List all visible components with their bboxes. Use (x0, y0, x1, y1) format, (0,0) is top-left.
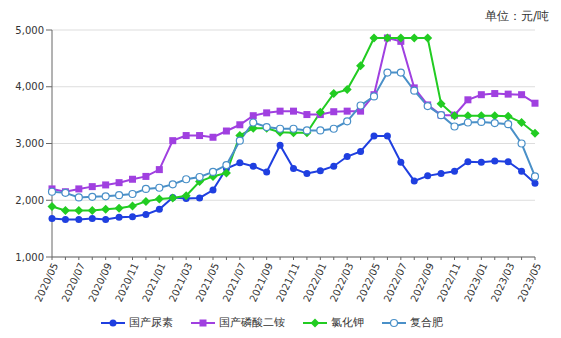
svg-text:2020/07: 2020/07 (60, 261, 88, 303)
svg-text:2021/07: 2021/07 (221, 261, 249, 303)
svg-text:2022/05: 2022/05 (355, 261, 383, 303)
svg-text:2023/03: 2023/03 (489, 261, 517, 303)
html-text:国产尿素: 国产尿素 (128, 316, 173, 329)
svg-text:5,000: 5,000 (15, 25, 44, 36)
html-text:氯化钾: 氯化钾 (330, 316, 364, 329)
html-text:单位：元/吨: 单位：元/吨 (485, 9, 549, 23)
svg-text:2022/01: 2022/01 (301, 261, 329, 303)
svg-text:2023/05: 2023/05 (516, 261, 544, 303)
svg-text:4,000: 4,000 (15, 81, 44, 92)
svg-text:2,000: 2,000 (15, 195, 44, 206)
svg-text:2020/11: 2020/11 (113, 261, 141, 303)
svg-text:2020/05: 2020/05 (33, 261, 61, 303)
svg-text:2021/05: 2021/05 (194, 261, 222, 303)
svg-text:2020/09: 2020/09 (86, 261, 114, 303)
svg-text:2022/09: 2022/09 (408, 261, 436, 303)
svg-text:2021/03: 2021/03 (167, 261, 195, 303)
html-text:国产磷酸二铵: 国产磷酸二铵 (218, 316, 285, 329)
svg-text:2022/03: 2022/03 (328, 261, 356, 303)
svg-text:2021/11: 2021/11 (274, 261, 302, 303)
svg-text:2021/09: 2021/09 (247, 261, 275, 303)
svg-text:2022/07: 2022/07 (382, 261, 410, 303)
svg-text:2023/01: 2023/01 (462, 261, 490, 303)
svg-text:1,000: 1,000 (15, 252, 44, 263)
svg-text:2021/01: 2021/01 (140, 261, 168, 303)
svg-text:2022/11: 2022/11 (435, 261, 463, 303)
html-text:复合肥: 复合肥 (409, 316, 443, 329)
svg-text:3,000: 3,000 (15, 138, 44, 149)
